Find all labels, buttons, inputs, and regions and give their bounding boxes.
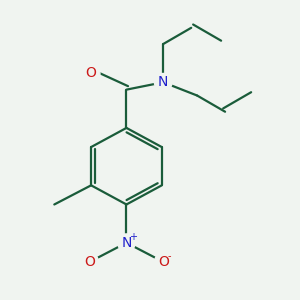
Text: +: + <box>129 232 137 242</box>
Text: -: - <box>168 252 172 262</box>
Text: N: N <box>158 75 168 89</box>
Text: N: N <box>121 236 132 250</box>
Circle shape <box>81 253 98 271</box>
Text: O: O <box>158 255 169 269</box>
Circle shape <box>154 253 172 271</box>
Circle shape <box>82 64 100 82</box>
Circle shape <box>154 74 172 91</box>
Circle shape <box>118 234 135 252</box>
Text: O: O <box>84 255 95 269</box>
Text: O: O <box>86 66 97 80</box>
